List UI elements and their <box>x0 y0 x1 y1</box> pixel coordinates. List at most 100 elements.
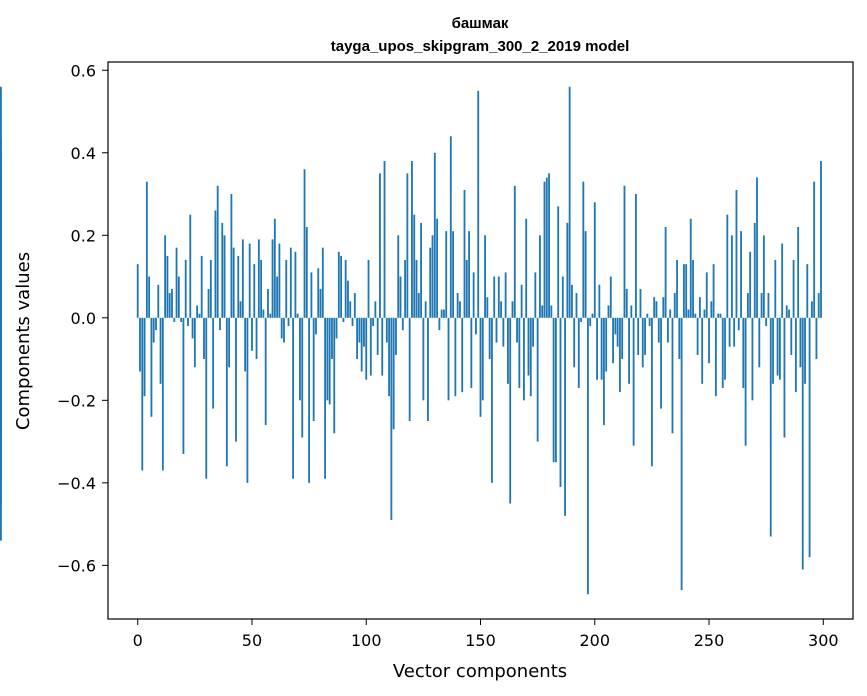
bar-298 <box>817 293 820 318</box>
bar-31 <box>207 288 210 318</box>
bar-131 <box>436 218 438 318</box>
bar-10 <box>159 317 162 384</box>
bar-165 <box>513 185 516 318</box>
bar-42 <box>232 247 235 318</box>
bar-104 <box>374 301 377 318</box>
bar-206 <box>607 305 610 318</box>
bar-245 <box>696 317 699 355</box>
bar-145 <box>468 231 470 318</box>
bar-65 <box>285 260 288 318</box>
chart-subtitle: tayga_upos_skipgram_300_2_2019 model <box>331 38 630 55</box>
x-axis-ticks: 0 50 100 150 200 250 300 <box>133 619 839 650</box>
bar-116 <box>401 317 404 331</box>
bar-80 <box>319 288 322 318</box>
bar-53 <box>257 239 260 318</box>
bar-91 <box>344 260 347 318</box>
bar-110 <box>388 317 390 397</box>
bar-188 <box>566 222 569 318</box>
bar-223 <box>646 313 649 318</box>
bar-75 <box>308 317 311 483</box>
bar-7 <box>152 317 155 343</box>
bar-280 <box>776 317 779 376</box>
bar-181 <box>550 305 553 318</box>
bar-64 <box>283 317 285 343</box>
bar-271 <box>756 177 758 318</box>
x-tick-label: 0 <box>133 631 143 650</box>
bar-73 <box>303 169 306 318</box>
bar-221 <box>641 317 644 368</box>
bar-124 <box>420 222 422 318</box>
bar-70 <box>296 313 299 318</box>
y-tick-label: −0.6 <box>57 556 96 575</box>
bar-236 <box>676 260 678 318</box>
bar-144 <box>465 260 468 318</box>
bar-123 <box>417 293 420 318</box>
bar-171 <box>527 317 530 376</box>
bar-191 <box>573 317 576 368</box>
bar-95 <box>353 293 356 318</box>
bar-250 <box>708 317 710 364</box>
bar-215 <box>628 317 630 384</box>
bar-118 <box>406 173 409 318</box>
bar-277 <box>769 317 772 537</box>
bar-85 <box>331 317 333 360</box>
bar-204 <box>602 317 605 426</box>
bar-90 <box>342 317 345 322</box>
bar-248 <box>703 309 706 318</box>
bar-257 <box>724 317 726 380</box>
bar-24 <box>191 317 194 339</box>
bar-44 <box>237 255 240 318</box>
bar-186 <box>561 276 564 318</box>
bar-175 <box>536 317 539 442</box>
bar-233 <box>669 309 672 318</box>
bar-179 <box>545 177 548 318</box>
bar-78 <box>315 317 317 335</box>
bar-59 <box>271 239 274 318</box>
bar-143 <box>463 189 466 318</box>
bar-4 <box>145 181 148 318</box>
bar-27 <box>198 313 201 318</box>
bar-41 <box>230 194 233 318</box>
bar-260 <box>730 235 733 318</box>
bar-214 <box>625 288 628 318</box>
y-tick-label: −0.4 <box>57 474 96 493</box>
bar-102 <box>369 317 372 376</box>
bar-266 <box>744 317 747 446</box>
bar-62 <box>278 243 281 318</box>
bar-2 <box>141 317 144 471</box>
bar-71 <box>299 317 301 401</box>
bar-212 <box>621 317 624 360</box>
bar-296 <box>813 181 816 318</box>
bar-292 <box>804 317 806 384</box>
y-tick-label: 0.4 <box>71 144 96 163</box>
bar-230 <box>662 297 665 318</box>
bar-189 <box>568 86 571 318</box>
bar-undefined <box>0 317 2 360</box>
bar-172 <box>529 317 532 397</box>
bar-258 <box>726 214 729 318</box>
bar-133 <box>440 309 443 318</box>
bar-235 <box>673 293 676 318</box>
bar-169 <box>523 317 525 401</box>
x-tick-label: 250 <box>694 631 725 650</box>
bar-210 <box>616 317 619 347</box>
bar-185 <box>559 317 562 487</box>
bar-288 <box>794 317 797 393</box>
bar-184 <box>557 206 560 318</box>
bar-254 <box>717 313 720 318</box>
bar-155 <box>491 317 493 483</box>
bar-239 <box>682 264 685 318</box>
bar-32 <box>209 260 212 318</box>
bar-39 <box>225 317 228 467</box>
bar-194 <box>580 317 582 322</box>
bar-79 <box>317 268 320 318</box>
bar-157 <box>495 317 498 343</box>
bar-51 <box>253 264 256 318</box>
bar-247 <box>701 317 704 384</box>
bar-297 <box>815 317 818 360</box>
bar-158 <box>497 276 500 318</box>
y-tick-label: 0.0 <box>71 309 96 328</box>
bar-12 <box>164 235 167 318</box>
bar-177 <box>541 305 544 318</box>
bar-98 <box>360 317 363 372</box>
